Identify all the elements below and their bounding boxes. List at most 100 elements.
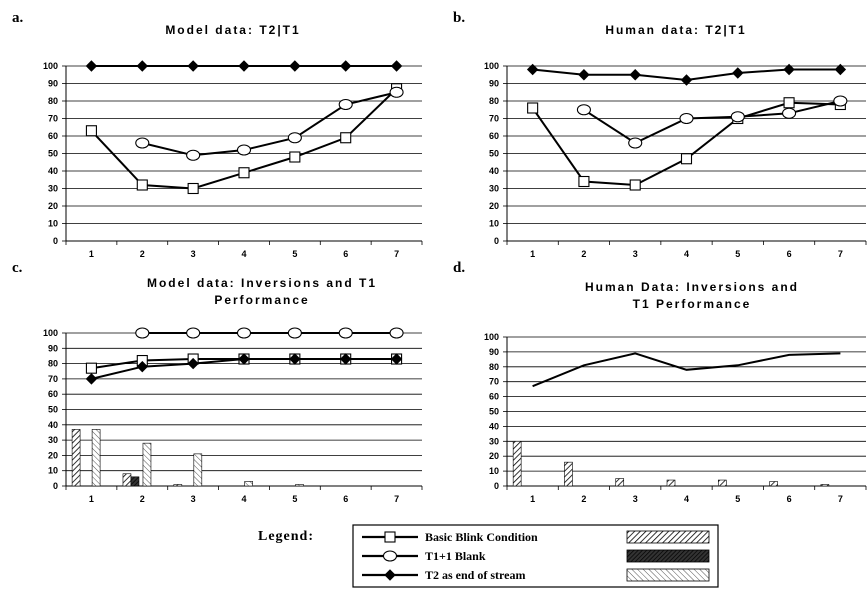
series-line-t1blank — [583, 100, 841, 145]
point-t1blank — [628, 137, 643, 149]
y-tick-label: 40 — [48, 420, 58, 430]
point-basic — [783, 97, 795, 109]
y-tick-label: 30 — [48, 184, 58, 194]
point-t1blank — [338, 327, 353, 339]
point-t1blank — [236, 144, 252, 156]
x-tick-label: 4 — [241, 249, 246, 259]
x-tick-label: 6 — [787, 249, 792, 259]
point-t1blank — [186, 149, 201, 161]
panel-letter: b. — [453, 10, 465, 26]
point-t2end — [187, 357, 199, 370]
bar-t1blank — [130, 476, 140, 487]
x-tick-label: 1 — [89, 249, 94, 259]
bar-basic — [615, 478, 625, 487]
panel-c: c. Model data: Inversions and T1 Perform… — [12, 260, 423, 504]
legend-label-t2end: T2 as end of stream — [425, 568, 525, 582]
panel-a: a. Model data: T2|T1 0 10 20 30 40 50 60 70 80 90… — [12, 10, 423, 259]
x-tick-label: 2 — [140, 494, 145, 504]
point-t2end — [136, 360, 148, 373]
point-t2end — [238, 353, 250, 365]
x-tick-label: 3 — [633, 494, 638, 504]
legend: Legend: Basic Blink Condition T1+1 Blank… — [258, 524, 719, 588]
chart-title-line-1: Human data: T2|T1 — [605, 23, 746, 37]
x-tick-label: 1 — [530, 249, 535, 259]
y-tick-label: 90 — [489, 347, 499, 357]
x-tick-label: 6 — [343, 249, 348, 259]
bar-basic — [71, 429, 81, 487]
point-basic — [187, 182, 199, 195]
point-t2end — [578, 69, 590, 81]
point-t1blank — [389, 327, 404, 339]
y-tick-label: 50 — [48, 405, 58, 415]
point-t1blank — [679, 112, 694, 125]
y-tick-label: 60 — [48, 389, 58, 399]
y-tick-label: 20 — [48, 201, 58, 211]
bar-t2end — [295, 484, 304, 487]
y-tick-label: 0 — [53, 481, 58, 491]
x-tick-label: 4 — [241, 494, 246, 504]
chart-title-line-1: Human Data: Inversions and — [585, 280, 799, 294]
y-tick-label: 100 — [43, 328, 58, 338]
point-basic — [136, 179, 148, 191]
y-tick-label: 10 — [489, 219, 499, 229]
y-tick-label: 30 — [489, 436, 499, 446]
x-tick-label: 7 — [394, 249, 399, 259]
y-tick-label: 90 — [48, 343, 58, 353]
legend-marker-t2end — [384, 569, 396, 581]
point-basic — [340, 132, 352, 144]
y-tick-label: 100 — [484, 61, 499, 71]
y-tick-label: 100 — [43, 61, 58, 71]
x-tick-label: 2 — [581, 494, 586, 504]
x-tick-label: 5 — [735, 494, 740, 504]
legend-swatch-t2end — [626, 568, 710, 582]
point-t1blank — [782, 107, 797, 119]
y-tick-label: 10 — [48, 466, 58, 476]
y-tick-label: 50 — [489, 407, 499, 417]
legend-swatch-t1blank — [626, 549, 710, 563]
point-t2end — [187, 60, 199, 72]
point-basic — [578, 175, 590, 188]
y-tick-label: 0 — [494, 481, 499, 491]
x-tick-label: 3 — [633, 249, 638, 259]
y-tick-label: 30 — [48, 435, 58, 445]
bar-basic — [666, 479, 676, 487]
x-tick-label: 3 — [191, 494, 196, 504]
panel-d: d. Human Data: Inversions and T1 Perform… — [453, 260, 867, 504]
y-tick-label: 50 — [489, 149, 499, 159]
point-t1blank — [186, 327, 201, 339]
point-basic — [527, 102, 539, 114]
point-t1blank — [576, 104, 591, 116]
point-t1blank — [833, 95, 848, 107]
bar-basic — [820, 484, 830, 487]
x-tick-label: 5 — [292, 249, 297, 259]
y-tick-label: 10 — [489, 466, 499, 476]
point-t1blank — [135, 327, 150, 339]
y-tick-label: 20 — [489, 451, 499, 461]
y-tick-label: 30 — [489, 184, 499, 194]
y-tick-label: 80 — [489, 362, 499, 372]
x-tick-label: 1 — [89, 494, 94, 504]
point-t1blank — [389, 86, 404, 98]
point-t2end — [289, 353, 301, 365]
bar-basic — [173, 484, 183, 487]
chart-title-line-1: Model data: Inversions and T1 — [147, 276, 377, 290]
x-tick-label: 6 — [787, 494, 792, 504]
point-t2end — [526, 63, 539, 76]
point-basic — [680, 153, 693, 165]
x-tick-label: 6 — [343, 494, 348, 504]
bar-basic — [564, 461, 573, 487]
point-t1blank — [287, 327, 302, 339]
y-tick-label: 20 — [489, 201, 499, 211]
x-tick-label: 2 — [140, 249, 145, 259]
x-tick-label: 5 — [292, 494, 297, 504]
point-t2end — [629, 69, 641, 81]
legend-label-t1blank: T1+1 Blank — [425, 549, 486, 563]
y-tick-label: 80 — [48, 359, 58, 369]
chart-title-line-2: Performance — [214, 293, 309, 307]
bar-basic — [769, 481, 778, 487]
x-tick-label: 3 — [191, 249, 196, 259]
y-tick-label: 80 — [48, 96, 58, 106]
legend-swatch-basic — [626, 530, 710, 544]
point-t2end — [680, 74, 693, 86]
panel-letter: d. — [453, 260, 465, 276]
